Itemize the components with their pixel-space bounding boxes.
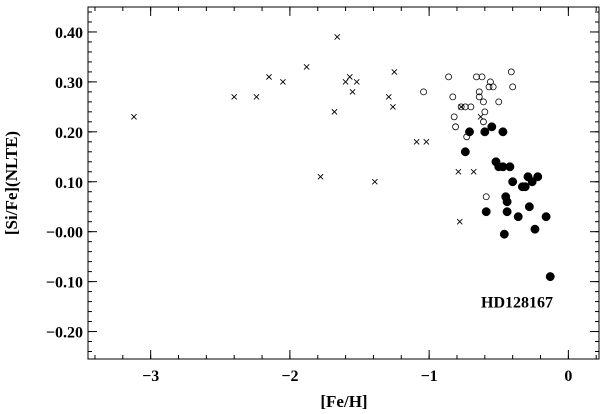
cross-point bbox=[423, 138, 430, 145]
open-circle-point bbox=[461, 103, 469, 111]
open-circle-point bbox=[452, 123, 459, 131]
cross-point bbox=[231, 93, 238, 100]
cross-point bbox=[331, 108, 338, 115]
open-circle-point bbox=[495, 98, 503, 106]
filled-circle-point bbox=[487, 122, 497, 132]
open-circle-point bbox=[480, 118, 487, 126]
filled-circle-point bbox=[545, 272, 555, 282]
filled-circle-point bbox=[524, 202, 534, 212]
data-points-layer bbox=[131, 34, 555, 282]
filled-circle-point bbox=[498, 127, 508, 137]
y-tick-label: 0.30 bbox=[55, 75, 83, 92]
cross-point bbox=[456, 218, 463, 225]
x-tick-label: 0 bbox=[564, 368, 572, 385]
filled-circle-point bbox=[481, 207, 491, 217]
cross-point bbox=[334, 34, 341, 40]
filled-circle-point bbox=[508, 177, 518, 187]
cross-point bbox=[371, 178, 378, 185]
open-circle-point bbox=[489, 83, 497, 91]
open-circle-point bbox=[445, 73, 453, 81]
cross-point bbox=[131, 113, 137, 120]
open-circle-point bbox=[480, 98, 487, 106]
filled-circle-point bbox=[502, 197, 512, 207]
open-circle-point bbox=[467, 103, 475, 111]
open-circle-point bbox=[473, 73, 480, 81]
filled-circle-point bbox=[530, 224, 540, 234]
x-tick-label: −3 bbox=[142, 368, 159, 385]
filled-circle-point bbox=[480, 127, 490, 137]
y-tick-label: −0.10 bbox=[46, 275, 83, 292]
open-circle-point bbox=[509, 83, 517, 91]
filled-circle-point bbox=[499, 229, 509, 239]
cross-point bbox=[342, 78, 349, 85]
filled-circle-point bbox=[460, 147, 470, 157]
cross-point bbox=[413, 138, 420, 145]
open-circle-point bbox=[478, 73, 486, 81]
cross-point bbox=[266, 73, 272, 80]
filled-circle-point bbox=[505, 162, 515, 172]
open-circle-point bbox=[482, 193, 490, 201]
open-circle-point bbox=[475, 88, 483, 96]
cross-point bbox=[353, 78, 360, 85]
open-circle-point bbox=[481, 108, 489, 116]
cross-point bbox=[385, 93, 392, 100]
open-circle-point bbox=[486, 78, 494, 86]
x-axis-title: [Fe/H] bbox=[320, 392, 367, 411]
filled-circle-point bbox=[533, 172, 543, 182]
open-circle-point bbox=[485, 83, 493, 91]
cross-point bbox=[390, 103, 396, 110]
x-tick-label: −2 bbox=[281, 368, 298, 385]
filled-circle-point bbox=[527, 177, 537, 187]
open-circle-point bbox=[507, 68, 515, 76]
y-tick-label: 0.40 bbox=[55, 25, 83, 42]
filled-circle-point bbox=[520, 182, 530, 192]
filled-circle-point bbox=[502, 207, 512, 217]
x-tick-label: −1 bbox=[421, 368, 438, 385]
cross-point bbox=[470, 168, 477, 175]
cross-point bbox=[346, 73, 353, 80]
y-tick-label: 0.10 bbox=[55, 175, 83, 192]
filled-circle-point bbox=[465, 127, 474, 137]
annotation-layer: HD128167 bbox=[481, 295, 553, 312]
star-annotation-label: HD128167 bbox=[481, 295, 553, 312]
y-tick-label: −0.00 bbox=[46, 225, 83, 242]
y-axis-title: [Si/Fe](NLTE) bbox=[2, 131, 21, 235]
filled-circle-point bbox=[513, 212, 523, 222]
open-circle-point bbox=[475, 93, 483, 101]
tick-labels-layer: −3 −2 −1 0 0.40 0.30 0.20 0.10 −0.00 −0.10 −0.20 bbox=[46, 25, 572, 385]
y-tick-label: −0.20 bbox=[46, 325, 83, 342]
y-tick-label: 0.20 bbox=[55, 125, 83, 142]
open-circle-point bbox=[420, 88, 427, 96]
cross-point bbox=[303, 63, 310, 70]
cross-point bbox=[477, 113, 484, 120]
open-circle-point bbox=[449, 93, 457, 101]
cross-point bbox=[391, 68, 398, 75]
open-circle-point bbox=[450, 113, 458, 121]
plot-frame bbox=[87, 6, 600, 360]
cross-point bbox=[280, 78, 286, 85]
filled-circle-point bbox=[541, 212, 551, 222]
cross-point bbox=[455, 168, 462, 175]
open-circle-point bbox=[457, 103, 465, 111]
cross-point bbox=[349, 88, 356, 95]
cross-point bbox=[253, 93, 260, 100]
cross-point bbox=[317, 173, 324, 180]
ticks-layer bbox=[88, 7, 599, 359]
